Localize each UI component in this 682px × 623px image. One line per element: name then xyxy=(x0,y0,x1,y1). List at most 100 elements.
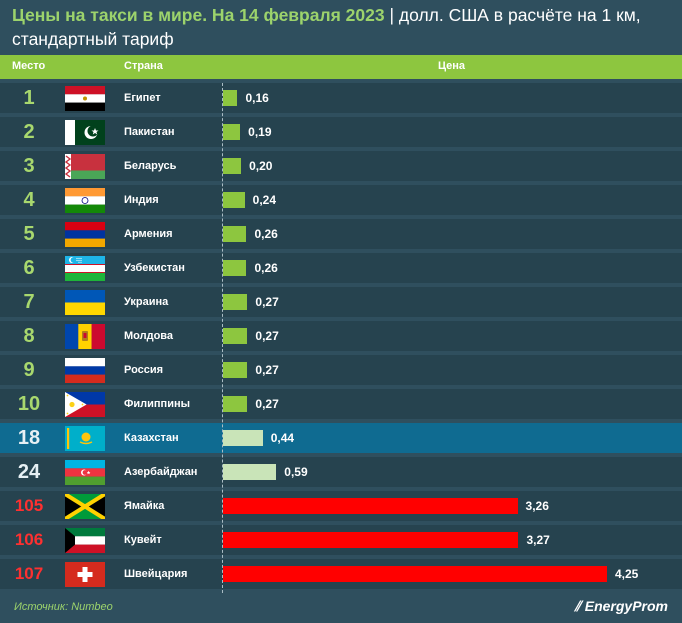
country-label: Филиппины xyxy=(124,398,190,410)
bar xyxy=(223,396,248,412)
value-label: 0,27 xyxy=(255,295,279,309)
rank-label: 24 xyxy=(17,461,41,483)
table-row: 4 Индия 0,24 xyxy=(0,185,682,215)
table-row: 106 Кувейт 3,27 xyxy=(0,525,682,555)
table-row: 107 Швейцария 4,25 xyxy=(0,559,682,589)
table-row: 18 Казахстан 0,44 xyxy=(0,423,682,453)
bar xyxy=(223,464,277,480)
table-row: 10 Филиппины 0,27 xyxy=(0,389,682,419)
armenia-flag xyxy=(65,222,105,247)
country-label: Армения xyxy=(124,228,173,240)
bar xyxy=(223,294,248,310)
source-note: Источник: Numbeo xyxy=(14,601,113,613)
title-main: Цены на такси в мире. На 14 февраля 2023 xyxy=(12,5,385,25)
azerbaijan-flag xyxy=(65,460,105,485)
value-label: 0,26 xyxy=(254,261,278,275)
kuwait-flag xyxy=(65,528,105,553)
bar xyxy=(223,192,245,208)
rank-label: 5 xyxy=(23,223,35,245)
bar-baseline xyxy=(222,83,223,593)
table-row: 105 Ямайка 3,26 xyxy=(0,491,682,521)
table-row: 7 Украина 0,27 xyxy=(0,287,682,317)
rank-label: 4 xyxy=(23,189,35,211)
country-label: Украина xyxy=(124,296,169,308)
india-flag xyxy=(65,188,105,213)
rank-label: 6 xyxy=(23,257,35,279)
table-header: Место Страна Цена xyxy=(0,55,682,79)
country-label: Молдова xyxy=(124,330,174,342)
moldova-flag xyxy=(65,324,105,349)
value-label: 0,16 xyxy=(245,91,269,105)
bar xyxy=(223,362,248,378)
rank-label: 107 xyxy=(14,564,44,583)
logo-text: EnergyProm xyxy=(584,598,668,614)
value-label: 0,27 xyxy=(255,397,279,411)
rank-label: 8 xyxy=(23,325,35,347)
table-row: 3 Беларусь 0,20 xyxy=(0,151,682,181)
jamaica-flag xyxy=(65,494,105,519)
country-label: Узбекистан xyxy=(124,262,185,274)
rank-label: 9 xyxy=(23,359,35,381)
table-row: 5 Армения 0,26 xyxy=(0,219,682,249)
country-label: Индия xyxy=(124,194,159,206)
country-label: Швейцария xyxy=(124,568,188,580)
rank-label: 10 xyxy=(17,393,41,415)
country-label: Кувейт xyxy=(124,534,162,546)
rank-label: 7 xyxy=(23,291,35,313)
uzbekistan-flag xyxy=(65,256,105,281)
bar xyxy=(223,124,241,140)
value-label: 0,59 xyxy=(284,465,308,479)
country-label: Азербайджан xyxy=(124,466,198,478)
kazakhstan-flag xyxy=(65,426,105,451)
country-label: Пакистан xyxy=(124,126,175,138)
rank-label: 1 xyxy=(23,87,35,109)
rank-label: 18 xyxy=(17,427,41,449)
value-label: 0,44 xyxy=(270,431,295,445)
value-label: 3,27 xyxy=(526,533,550,547)
bar xyxy=(223,430,263,446)
bar xyxy=(223,90,238,106)
country-label: Ямайка xyxy=(124,500,165,512)
header-price: Цена xyxy=(438,60,466,72)
egypt-flag xyxy=(65,86,105,111)
country-label: Беларусь xyxy=(124,160,177,172)
pakistan-flag xyxy=(65,120,105,145)
bar xyxy=(223,566,607,582)
table-row: 1 Египет 0,16 xyxy=(0,83,682,113)
header-country: Страна xyxy=(124,60,163,72)
chart-title: Цены на такси в мире. На 14 февраля 2023… xyxy=(12,3,672,51)
title-subtitle: | долл. США в расчёте на 1 км, стандартн… xyxy=(12,5,641,49)
value-label: 3,26 xyxy=(525,499,549,513)
value-label: 0,27 xyxy=(255,363,279,377)
value-label: 0,27 xyxy=(255,329,279,343)
country-label: Россия xyxy=(124,364,164,376)
switzerland-flag xyxy=(65,562,105,587)
bar xyxy=(223,260,247,276)
belarus-flag xyxy=(65,154,105,179)
russia-flag xyxy=(65,358,105,383)
bar xyxy=(223,158,242,174)
rank-label: 3 xyxy=(23,155,35,177)
ukraine-flag xyxy=(65,290,105,315)
value-label: 0,26 xyxy=(254,227,278,241)
value-label: 0,20 xyxy=(249,159,273,173)
bar xyxy=(223,498,518,514)
country-label: Египет xyxy=(124,92,161,104)
value-label: 4,25 xyxy=(615,567,639,581)
bar xyxy=(223,226,247,242)
table-row: 8 Молдова 0,27 xyxy=(0,321,682,351)
bar xyxy=(223,532,519,548)
philippines-flag xyxy=(65,392,105,417)
country-label: Казахстан xyxy=(124,432,179,444)
header-rank: Место xyxy=(12,60,46,72)
energyprom-logo: ⫽ EnergyProm xyxy=(574,598,669,614)
rank-label: 106 xyxy=(14,530,44,549)
table-row: 24 Азербайджан 0,59 xyxy=(0,457,682,487)
table-row: 9 Россия 0,27 xyxy=(0,355,682,385)
table-row: 2 Пакистан 0,19 xyxy=(0,117,682,147)
bar xyxy=(223,328,248,344)
value-label: 0,19 xyxy=(248,125,272,139)
value-label: 0,24 xyxy=(252,193,277,207)
rank-label: 105 xyxy=(14,496,44,515)
rank-label: 2 xyxy=(23,121,35,143)
